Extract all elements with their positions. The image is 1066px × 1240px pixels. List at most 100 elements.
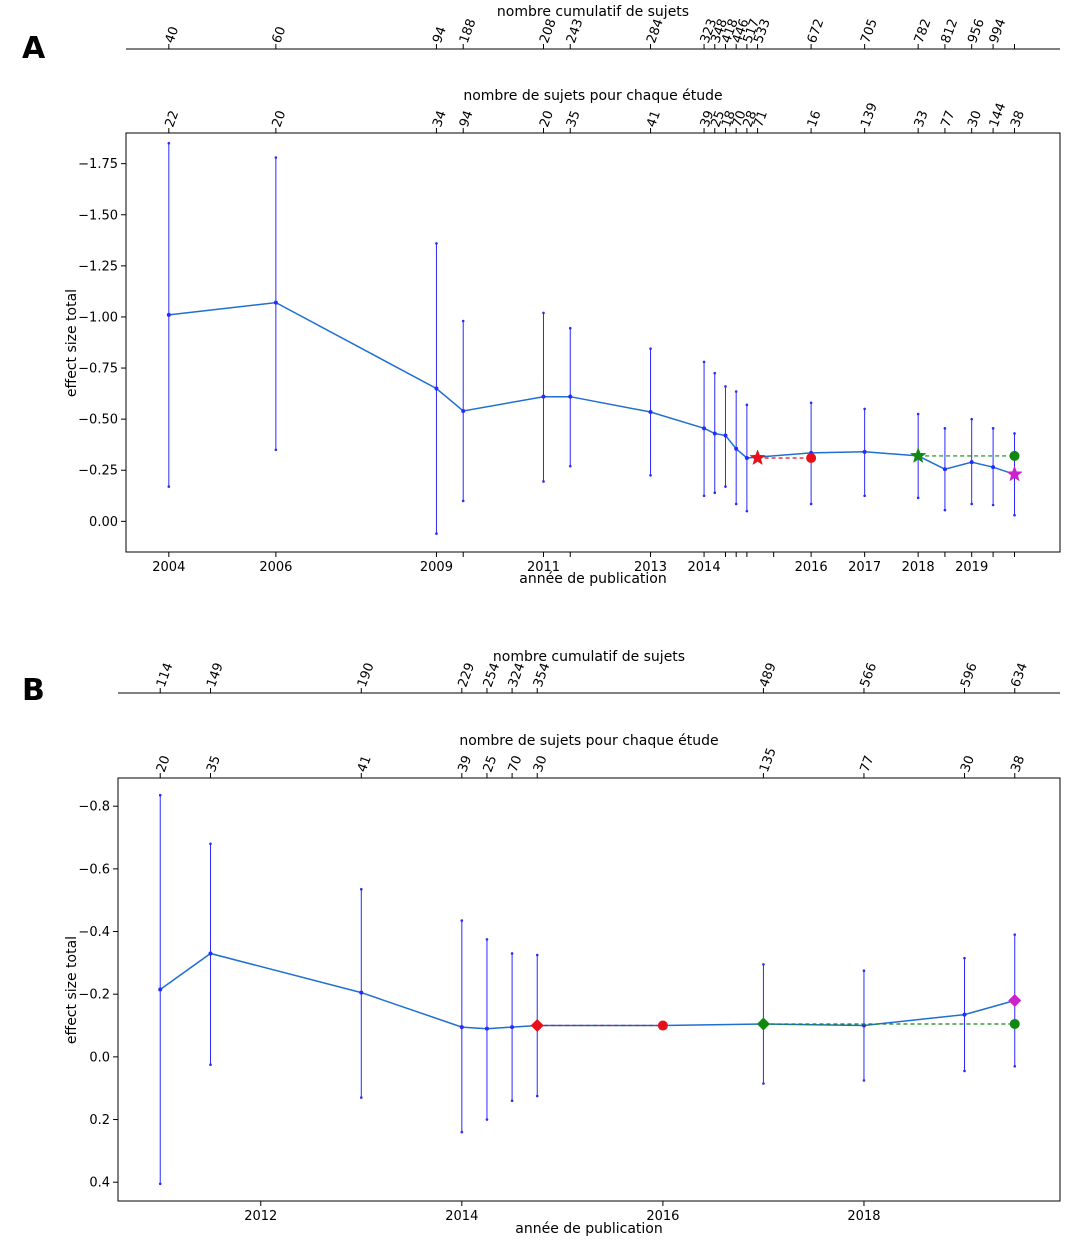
per-study-tick-label: 30 (958, 754, 978, 775)
error-bar-cap (863, 494, 866, 498)
error-bar-cap (461, 319, 465, 323)
per-study-axis-ticks-b: 20 35 41 39 25 70 30 135 77 30 38 (154, 746, 1028, 778)
y-tick-label: −0.25 (78, 464, 118, 479)
cumulative-tick-label: 229 (455, 661, 478, 689)
effect-size-line (159, 952, 1016, 1030)
star-marker (909, 447, 927, 463)
per-study-tick-label: 20 (154, 754, 174, 775)
y-axis-label-a: effect size total (64, 289, 80, 397)
effect-size-point (702, 426, 707, 431)
error-bar-cap (943, 427, 947, 430)
error-bar-cap (435, 242, 438, 245)
x-tick-label: 2018 (902, 560, 935, 575)
effect-size-point (744, 455, 749, 460)
per-study-tick-label: 139 (858, 101, 881, 129)
plot-frame-a (125, 132, 1061, 553)
error-bar-cap (762, 1082, 765, 1085)
per-study-tick-label: 70 (730, 109, 750, 130)
y-tick-label: 0.0 (89, 1050, 110, 1065)
effect-size-point (461, 408, 466, 413)
per-study-tick-label: 33 (912, 109, 932, 130)
x-tick-label: 2019 (955, 560, 988, 575)
per-study-tick-label: 135 (757, 746, 780, 774)
error-bar-cap (762, 963, 765, 966)
y-axis-ticks-b: −0.8 −0.6 −0.4 −0.2 0.0 0.2 0.4 (78, 800, 118, 1191)
effect-size-point (862, 449, 867, 454)
error-bar-cap (916, 412, 920, 416)
panel-b: B nombre cumulatif de sujets 114 149 190 22… (22, 649, 1061, 1237)
effect-size-point (962, 1012, 967, 1017)
x-tick-label: 2013 (634, 560, 667, 575)
effect-size-point (434, 386, 439, 391)
per-study-tick-label: 30 (531, 754, 551, 775)
error-bar-cap (649, 347, 652, 350)
error-bar-cap (209, 842, 212, 846)
y-axis-label-b: effect size total (64, 936, 80, 1044)
error-bar-cap (991, 503, 995, 507)
error-bar-cap (1013, 513, 1016, 517)
error-bar-cap (460, 919, 464, 922)
x-tick-label: 2016 (795, 560, 828, 575)
error-bar-cap (745, 509, 749, 513)
effect-size-line (168, 301, 1015, 476)
effect-size-point (484, 1026, 489, 1031)
x-tick-label: 2017 (848, 560, 881, 575)
y-tick-label: −0.75 (78, 362, 118, 377)
per-study-tick-label: 35 (204, 754, 224, 775)
error-bar-cap (435, 532, 438, 535)
error-bar-cap (649, 474, 652, 477)
diamond-marker (756, 1017, 770, 1031)
effect-size-point (648, 409, 653, 414)
x-tick-label: 2011 (527, 560, 560, 575)
cumulative-tick-label: 956 (965, 17, 988, 45)
effect-size-point (723, 433, 728, 438)
y-tick-label: 0.2 (89, 1113, 110, 1128)
effect-size-point (712, 431, 717, 436)
error-bar-cap (359, 887, 363, 891)
effect-size-point (510, 1025, 515, 1030)
per-study-tick-label: 25 (708, 109, 728, 130)
error-bar-cap (158, 793, 162, 797)
x-axis-label-a: année de publication (519, 571, 666, 587)
per-study-tick-label: 28 (741, 109, 761, 130)
star-marker (1006, 465, 1023, 482)
y-tick-label: −0.2 (78, 988, 110, 1003)
effect-size-point (969, 460, 974, 465)
diamond-marker (1008, 993, 1022, 1007)
error-bar-cap (713, 491, 717, 495)
x-tick-label: 2016 (646, 1209, 679, 1224)
per-study-tick-label: 94 (457, 109, 477, 130)
x-tick-label: 2018 (847, 1209, 880, 1224)
per-study-tick-label: 25 (481, 754, 501, 775)
cumulative-tick-label: 190 (355, 661, 378, 689)
circle-marker (657, 1020, 668, 1031)
cumulative-tick-label: 566 (858, 661, 881, 689)
per-study-tick-label: 41 (355, 754, 375, 775)
cumulative-tick-label: 705 (858, 17, 881, 45)
error-bar-cap (167, 485, 171, 488)
error-bar-cap (535, 1094, 539, 1098)
effect-size-point (568, 394, 573, 399)
star-marker (749, 449, 766, 466)
per-study-tick-label: 20 (270, 109, 290, 130)
y-tick-label: −1.00 (78, 310, 118, 325)
cumulative-tick-label: 489 (757, 661, 780, 689)
cumulative-tick-label: 782 (912, 17, 935, 45)
per-study-tick-label: 39 (698, 109, 718, 130)
error-bar-cap (485, 1118, 489, 1121)
error-bar-cap (209, 1063, 212, 1066)
cumulative-tick-label: 324 (506, 661, 529, 689)
error-bar-cap (274, 448, 278, 452)
x-tick-label: 2009 (420, 560, 453, 575)
plot-area-a (166, 141, 1023, 535)
error-bar-cap (963, 1069, 966, 1073)
cumulative-tick-label: 284 (644, 17, 667, 45)
y-tick-label: −0.6 (78, 862, 110, 877)
panel-label-a: A (22, 31, 46, 66)
cumulative-tick-label: 254 (481, 661, 504, 689)
cumulative-tick-label: 188 (457, 17, 480, 45)
cumulative-tick-label: 208 (537, 17, 560, 45)
cumulative-axis-title-a: nombre cumulatif de sujets (497, 4, 689, 20)
error-bar-cap (461, 499, 465, 503)
error-bar-cap (568, 326, 572, 330)
